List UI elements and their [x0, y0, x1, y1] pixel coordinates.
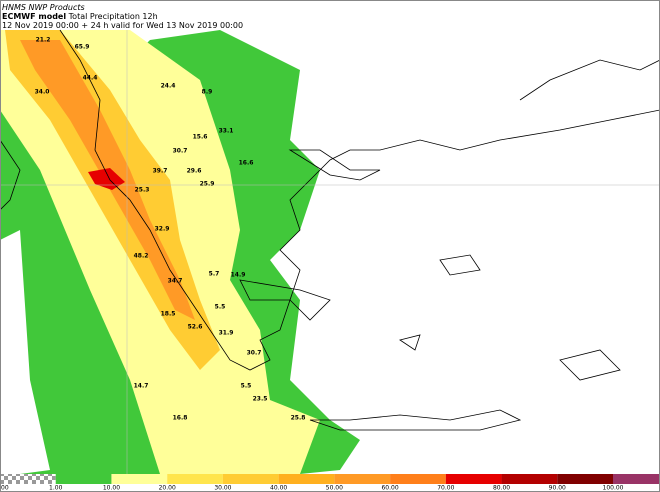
value-label: 14.7: [134, 383, 149, 390]
colorbar-swatch: [334, 474, 391, 484]
colorbar-swatch: [0, 474, 56, 484]
dry-area: [0, 230, 50, 474]
value-label: 29.6: [187, 168, 202, 175]
colorbar-swatch: [222, 474, 279, 484]
value-label: 31.9: [219, 330, 234, 337]
map-labels: 21.2 65.9 34.0 44.4 24.4 8.9 33.1 15.6 30.7 16.6 3…: [35, 37, 306, 422]
value-label: 21.2: [36, 37, 51, 44]
value-label: 52.6: [188, 324, 203, 331]
value-label: 33.1: [219, 128, 234, 135]
value-label: 8.9: [202, 89, 213, 96]
colorbar-label: 70.00: [437, 485, 454, 492]
colorbar-label: 80.00: [493, 485, 510, 492]
colorbar-swatch: [613, 474, 660, 484]
colorbar-label: 1.00: [49, 485, 63, 492]
model: ECMWF model: [2, 12, 67, 21]
colorbar-swatch: [390, 474, 446, 484]
value-label: 25.3: [135, 187, 150, 194]
colorbar-label: 50.00: [326, 485, 343, 492]
colorbar-label: 90.00: [549, 485, 566, 492]
product: Total Precipitation 12h: [68, 12, 158, 21]
colorbar-label: 100.00: [603, 485, 624, 492]
value-label: 5.5: [241, 383, 252, 390]
value-label: 48.2: [134, 253, 149, 260]
value-label: 34.0: [35, 89, 50, 96]
value-label: 44.4: [83, 75, 98, 82]
value-label: 30.7: [247, 350, 262, 357]
colorbar-swatch: [278, 474, 335, 484]
colorbar-label: 30.00: [214, 485, 231, 492]
value-label: 16.8: [173, 415, 188, 422]
value-label: 32.9: [155, 226, 170, 233]
producer: HNMS NWP Products: [2, 3, 85, 12]
value-label: 25.8: [291, 415, 306, 422]
valid-time: 12 Nov 2019 00:00 + 24 h valid for Wed 1…: [2, 21, 244, 30]
colorbar-swatch: [445, 474, 502, 484]
value-label: 14.9: [231, 272, 246, 279]
value-label: 34.7: [168, 278, 183, 285]
value-label: 65.9: [75, 44, 90, 51]
coastlines: [0, 29, 660, 431]
value-label: 30.7: [173, 148, 188, 155]
value-label: 39.7: [153, 168, 168, 175]
value-label: 15.6: [193, 134, 208, 141]
colorbar: 0.00 1.00 10.00 20.00 30.00 40.00 50.00 60.00 70…: [0, 474, 660, 492]
colorbar-label: 20.00: [159, 485, 176, 492]
colorbar-label: 40.00: [270, 485, 287, 492]
colorbar-label: 0.00: [0, 485, 9, 492]
colorbar-swatch: [167, 474, 223, 484]
colorbar-swatch: [111, 474, 168, 484]
colorbar-label: 10.00: [103, 485, 120, 492]
colorbar-swatch: [55, 474, 112, 484]
colorbar-swatch: [501, 474, 558, 484]
colorbar-label: 60.00: [381, 485, 398, 492]
value-label: 16.6: [239, 160, 254, 167]
value-label: 5.5: [215, 304, 226, 311]
value-label: 23.5: [253, 396, 268, 403]
value-label: 5.7: [209, 271, 220, 278]
value-label: 24.4: [161, 83, 176, 90]
value-label: 18.5: [161, 311, 176, 318]
title-line: ECMWF model Total Precipitation 12h: [2, 12, 158, 21]
colorbar-swatch: [557, 474, 613, 484]
precip-red: [88, 168, 125, 190]
value-label: 25.9: [200, 181, 215, 188]
